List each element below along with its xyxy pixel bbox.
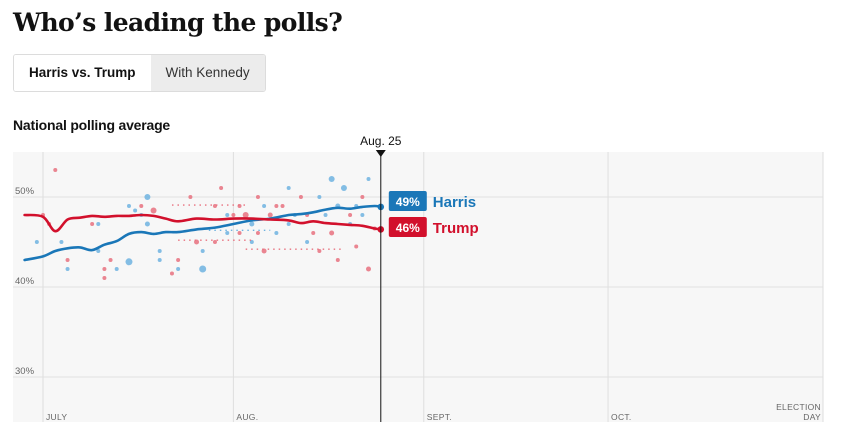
x-month-label: SEPT.	[427, 412, 452, 422]
poll-dot-trump	[255, 195, 260, 199]
poll-dot-trump	[102, 276, 107, 280]
poll-dot-harris	[126, 204, 131, 208]
average-line-harris	[23, 204, 383, 262]
poll-dot-harris	[249, 221, 255, 227]
poll-dot-trump	[311, 231, 316, 235]
series-name-harris: Harris	[433, 194, 476, 211]
candidate-toggle: Harris vs. Trump With Kennedy	[13, 54, 266, 92]
poll-dot-harris	[199, 265, 207, 273]
x-month-label: AUG.	[236, 412, 258, 422]
poll-dot-harris	[286, 222, 291, 226]
poll-dot-harris	[34, 240, 39, 244]
poll-dot-harris	[366, 177, 371, 181]
poll-dot-trump	[267, 212, 273, 218]
page-title: Who’s leading the polls?	[13, 8, 343, 37]
x-month-label: JULY	[46, 412, 67, 422]
poll-dot-trump	[274, 204, 279, 208]
y-tick-label: 50%	[15, 186, 35, 197]
poll-dot-trump	[237, 231, 242, 235]
value-badge-harris	[388, 191, 427, 211]
poll-dot-harris	[305, 240, 310, 244]
poll-dot-harris	[328, 176, 335, 182]
poll-dot-harris	[144, 221, 150, 227]
poll-dot-trump	[90, 222, 95, 226]
poll-dot-harris	[249, 240, 254, 244]
poll-dot-harris	[65, 267, 70, 271]
y-tick-label: 40%	[15, 276, 35, 287]
poll-dot-trump	[188, 195, 193, 199]
poll-dot-harris	[323, 213, 328, 217]
tab-with-kennedy[interactable]: With Kennedy	[150, 55, 265, 91]
poll-dot-trump	[348, 213, 353, 217]
poll-dot-harris	[59, 240, 64, 244]
poll-dot-harris	[96, 222, 101, 226]
x-month-label: DAY	[803, 412, 821, 422]
poll-dot-trump	[169, 271, 174, 276]
poll-dot-harris	[157, 258, 162, 262]
poll-dot-trump	[65, 258, 70, 262]
poll-dot-trump	[102, 267, 107, 271]
poll-dot-trump	[219, 186, 224, 190]
tab-harris-vs-trump[interactable]: Harris vs. Trump	[14, 55, 151, 91]
poll-dot-trump	[212, 240, 217, 244]
poll-dot-trump	[231, 213, 236, 217]
poll-dot-harris	[274, 231, 279, 235]
poll-dot-harris	[125, 258, 133, 266]
chart-subtitle: National polling average	[13, 117, 171, 133]
x-month-label: ELECTION	[776, 402, 821, 412]
poll-dot-trump	[360, 195, 365, 199]
poll-dot-trump	[242, 212, 249, 218]
poll-dot-trump	[335, 258, 340, 262]
value-badge-trump	[388, 217, 427, 237]
current-date-marker-icon	[375, 150, 386, 157]
poll-dot-trump	[150, 207, 157, 214]
poll-dot-trump	[108, 258, 113, 262]
poll-dot-harris	[286, 186, 291, 190]
poll-dot-trump	[366, 266, 372, 272]
poll-dot-harris	[225, 213, 230, 217]
poll-dot-harris	[133, 208, 138, 213]
poll-dot-trump	[176, 258, 181, 262]
y-tick-label: 30%	[15, 366, 35, 377]
average-line-trump	[23, 213, 383, 233]
x-month-label: OCT.	[611, 412, 632, 422]
poll-dot-harris	[317, 195, 322, 199]
poll-dot-harris	[144, 194, 151, 200]
poll-dot-harris	[176, 267, 181, 271]
poll-dot-harris	[340, 185, 347, 191]
poll-dot-trump	[298, 195, 303, 199]
poll-dot-harris	[262, 204, 267, 208]
poll-dot-harris	[200, 249, 205, 253]
poll-dot-harris	[114, 267, 119, 271]
average-lines	[23, 203, 385, 262]
value-badge-text-harris: 49%	[396, 195, 420, 209]
poll-dot-harris	[225, 231, 230, 235]
value-badge-text-trump: 46%	[396, 221, 420, 235]
series-name-trump: Trump	[433, 220, 479, 237]
poll-dot-trump	[255, 231, 260, 235]
poll-dot-trump	[139, 204, 144, 208]
poll-dot-trump	[354, 244, 359, 249]
current-date-label: Aug. 25	[360, 134, 402, 148]
poll-dot-trump	[329, 230, 335, 236]
poll-dot-trump	[317, 249, 322, 253]
poll-dot-harris	[157, 249, 162, 253]
poll-dot-harris	[96, 249, 101, 253]
poll-dot-trump	[53, 168, 58, 172]
poll-dot-trump	[212, 204, 217, 208]
poll-dot-trump	[280, 204, 285, 208]
poll-dot-harris	[360, 213, 365, 217]
